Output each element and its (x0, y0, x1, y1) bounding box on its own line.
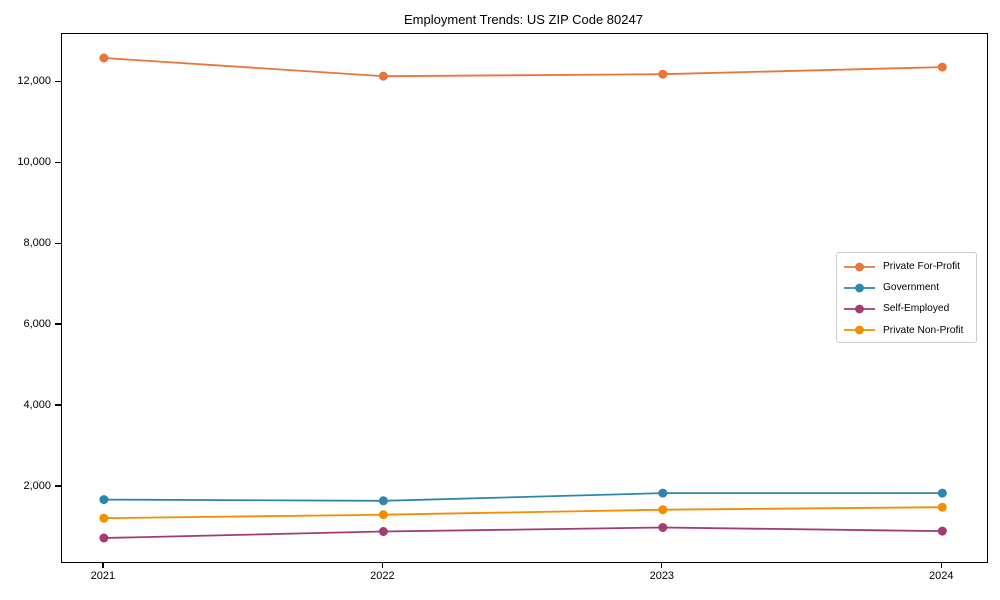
series-line-private-non-profit (103, 506, 943, 520)
legend-item-private-for-profit: Private For-Profit (844, 256, 970, 277)
data-point-private-non-profit-2024 (937, 502, 947, 512)
data-point-self-employed-2021 (99, 533, 109, 543)
series-line-self-employed (103, 526, 943, 539)
data-point-private-for-profit-2021 (99, 53, 109, 63)
x-tick-mark (381, 562, 384, 569)
data-point-self-employed-2024 (937, 526, 947, 536)
data-point-self-employed-2022 (378, 527, 388, 536)
y-tick-label: 6,000 (23, 317, 51, 330)
y-tick-label: 12,000 (17, 74, 51, 87)
y-tick-mark (55, 161, 61, 163)
data-point-private-for-profit-2024 (937, 62, 947, 72)
data-point-private-for-profit-2023 (658, 69, 668, 79)
line-series-canvas (99, 53, 947, 543)
y-tick-mark (55, 242, 61, 244)
chart-title: Employment Trends: US ZIP Code 80247 (404, 12, 643, 27)
x-tick-label: 2021 (90, 570, 116, 582)
data-point-government-2024 (937, 488, 947, 498)
x-tick-mark (102, 562, 104, 569)
x-tick-label: 2023 (649, 570, 675, 582)
series-line-government (103, 492, 943, 502)
legend-label: Private For-Profit (883, 261, 960, 273)
data-point-government-2021 (99, 495, 109, 505)
y-tick-mark (55, 323, 61, 325)
y-tick-mark (55, 485, 61, 487)
legend-label: Self-Employed (883, 303, 950, 315)
data-point-private-for-profit-2022 (378, 71, 388, 81)
data-point-government-2023 (658, 488, 668, 498)
legend-label: Government (883, 282, 940, 294)
y-tick-label: 8,000 (23, 236, 51, 249)
legend-item-government: Government (844, 277, 970, 298)
y-tick-label: 4,000 (23, 398, 51, 411)
data-point-private-non-profit-2023 (658, 505, 668, 515)
legend-line-sample-icon (844, 283, 875, 293)
legend-line-sample-icon (844, 262, 875, 271)
data-point-private-non-profit-2022 (378, 510, 388, 520)
x-tick-label: 2024 (929, 570, 954, 582)
y-tick-mark (55, 80, 61, 82)
data-point-private-non-profit-2021 (99, 513, 109, 523)
legend-line-sample-icon (844, 325, 875, 335)
x-tick-label: 2022 (370, 570, 395, 582)
series-line-private-for-profit (103, 57, 943, 78)
legend-label: Private Non-Profit (883, 324, 964, 336)
legend: Private For-Profit Government Self-Employe… (836, 252, 977, 343)
legend-item-self-employed: Self-Employed (844, 298, 970, 319)
y-tick-label: 10,000 (17, 155, 51, 168)
y-tick-label: 2,000 (23, 479, 51, 492)
legend-item-private-non-profit: Private Non-Profit (844, 320, 970, 341)
legend-line-sample-icon (844, 304, 875, 314)
data-point-government-2022 (378, 496, 388, 506)
x-tick-mark (661, 562, 663, 569)
y-tick-mark (55, 404, 61, 406)
plot-area (61, 33, 988, 563)
data-point-self-employed-2023 (658, 523, 668, 532)
x-tick-mark (940, 562, 942, 569)
